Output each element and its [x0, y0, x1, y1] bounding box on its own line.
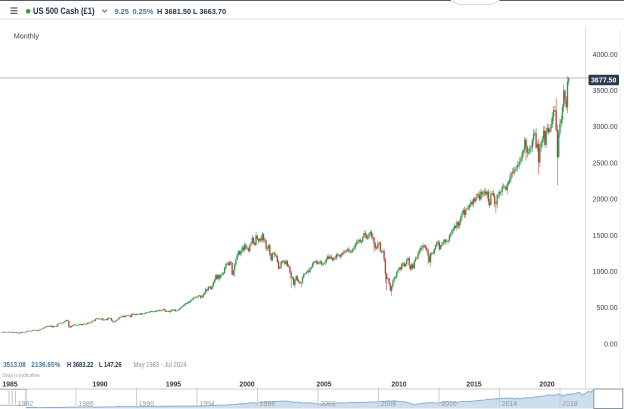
- svg-text:1998: 1998: [260, 401, 276, 408]
- svg-text:3500.00: 3500.00: [593, 88, 618, 95]
- svg-text:1985: 1985: [2, 380, 17, 389]
- svg-text:2000: 2000: [239, 380, 254, 389]
- svg-text:L 3663.70: L 3663.70: [193, 7, 226, 16]
- svg-text:2010: 2010: [391, 380, 406, 389]
- svg-text:2006: 2006: [381, 401, 397, 408]
- svg-text:US 500 Cash (£1): US 500 Cash (£1): [33, 6, 95, 16]
- svg-text:3513.08: 3513.08: [3, 362, 26, 369]
- svg-text:1990: 1990: [139, 401, 155, 408]
- svg-text:500.00: 500.00: [597, 305, 618, 312]
- svg-text:1990: 1990: [92, 380, 107, 389]
- svg-text:1995: 1995: [166, 380, 181, 389]
- svg-text:1982: 1982: [18, 401, 34, 408]
- svg-text:2020: 2020: [539, 380, 554, 389]
- svg-text:0.00: 0.00: [604, 341, 618, 348]
- svg-text:2010: 2010: [441, 401, 457, 408]
- svg-text:4000.00: 4000.00: [593, 52, 618, 59]
- svg-text:2018: 2018: [562, 401, 578, 408]
- svg-text:3000.00: 3000.00: [593, 124, 618, 131]
- svg-text:9.25: 9.25: [115, 7, 129, 16]
- svg-text:H 3681.50: H 3681.50: [157, 7, 191, 16]
- svg-text:Monthly: Monthly: [14, 31, 40, 40]
- svg-text:3677.50: 3677.50: [591, 78, 616, 85]
- svg-text:1500.00: 1500.00: [593, 233, 618, 240]
- svg-text:2015: 2015: [466, 380, 481, 389]
- svg-text:2136.65%: 2136.65%: [31, 362, 60, 369]
- svg-text:1000.00: 1000.00: [593, 269, 618, 276]
- svg-text:2005: 2005: [316, 380, 331, 389]
- svg-text:2002: 2002: [320, 401, 336, 408]
- svg-text:1994: 1994: [199, 401, 215, 408]
- svg-text:1986: 1986: [78, 401, 94, 408]
- svg-text:H 3683.22: H 3683.22: [67, 362, 93, 369]
- svg-text:0.25%: 0.25%: [133, 7, 154, 16]
- svg-text:May 1983 - Jul 2024: May 1983 - Jul 2024: [134, 362, 187, 369]
- svg-text:L 147.26: L 147.26: [99, 362, 122, 369]
- svg-text:Data is indicative: Data is indicative: [2, 373, 40, 379]
- svg-text:2014: 2014: [502, 401, 518, 408]
- svg-text:2000.00: 2000.00: [593, 197, 618, 204]
- svg-text:2500.00: 2500.00: [593, 160, 618, 167]
